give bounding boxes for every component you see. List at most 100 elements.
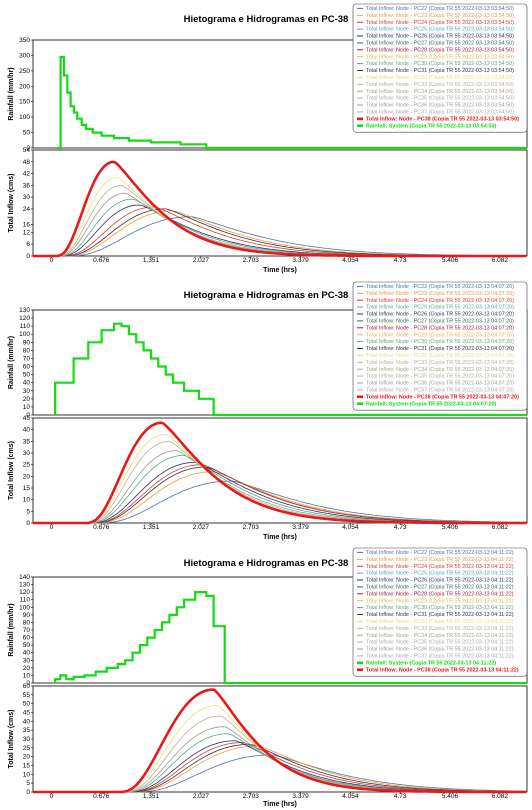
legend-entry: Total Inflow: Node - PC31 (Copia TR 55 2… <box>366 346 514 352</box>
legend-entry: Total Inflow: Node - PC25 (Copia TR 55 2… <box>366 27 514 33</box>
xtick-label: 2.027 <box>193 793 210 800</box>
legend-entry: Total Inflow: Node - PC38 (Copia TR 55 2… <box>366 394 519 400</box>
xtick-label: 2.027 <box>193 257 210 264</box>
rainfall-ytick-label: 200 <box>19 83 30 90</box>
legend-entry: Total Inflow: Node - PC24 (Copia TR 55 2… <box>366 20 514 26</box>
rainfall-ytick-label: 50 <box>23 642 31 649</box>
inflow-plot-area <box>32 685 528 793</box>
legend-entry: Total Inflow: Node - PC29 (Copia TR 55 2… <box>366 54 514 60</box>
xtick-label: 0.676 <box>93 793 110 800</box>
inflow-ytick-label: 30 <box>23 450 31 457</box>
legend-entry: Total Inflow: Node - PC23 (Copia TR 55 2… <box>366 557 514 563</box>
legend-entry: Total Inflow: Node - PC30 (Copia TR 55 2… <box>366 61 514 67</box>
legend-entry: Total Inflow: Node - PC34 (Copia TR 55 2… <box>366 367 514 373</box>
xtick-label: 6.082 <box>492 524 509 531</box>
legend-entry: Total Inflow: Node - PC38 (Copia TR 55 2… <box>366 116 519 122</box>
inflow-ytick-label: 15 <box>23 485 31 492</box>
legend-entry: Total Inflow: Node - PC37 (Copia TR 55 2… <box>366 388 514 394</box>
rainfall-ytick-label: 60 <box>23 364 31 371</box>
rainfall-ytick-label: 0 <box>26 412 30 419</box>
rainfall-axis-label: Rainfall (mm/hr) <box>8 603 15 656</box>
rainfall-ytick-label: 60 <box>23 635 31 642</box>
legend-entry: Total Inflow: Node - PC32 (Copia TR 55 2… <box>366 619 514 625</box>
inflow-ytick-label: 54 <box>23 147 31 154</box>
xtick-label: 0 <box>50 524 54 531</box>
xtick-label: 5.406 <box>442 793 459 800</box>
legend-entry: Total Inflow: Node - PC26 (Copia TR 55 2… <box>366 578 514 584</box>
rainfall-ytick-label: 100 <box>19 114 30 121</box>
legend: Total Inflow: Node - PC22 (Copia TR 55 2… <box>352 3 528 133</box>
rainfall-ytick-label: 70 <box>23 355 31 362</box>
xtick-label: 0 <box>50 257 54 264</box>
inflow-ytick-label: 35 <box>23 438 31 445</box>
xtick-label: 4.73 <box>394 793 407 800</box>
xtick-label: 4.73 <box>394 524 407 531</box>
chart-2: Hietograma e Hidrogramas en PC-380102030… <box>8 281 528 541</box>
legend-entry: Rainfall: System (Copia TR 55 2022-03-13… <box>366 401 497 407</box>
rainfall-axis-label: Rainfall (mm/hr) <box>8 67 15 120</box>
xtick-label: 0.676 <box>93 524 110 531</box>
legend-entry: Total Inflow: Node - PC27 (Copia TR 55 2… <box>366 319 514 325</box>
chart-3: Hietograma e Hidrogramas en PC-380102030… <box>8 547 528 808</box>
legend-entry: Total Inflow: Node - PC33 (Copia TR 55 2… <box>366 82 514 88</box>
rainfall-ytick-label: 20 <box>23 665 31 672</box>
legend-entry: Total Inflow: Node - PC29 (Copia TR 55 2… <box>366 332 514 338</box>
legend-entry: Total Inflow: Node - PC24 (Copia TR 55 2… <box>366 298 514 304</box>
rainfall-ytick-label: 0 <box>26 145 30 152</box>
inflow-ytick-label: 45 <box>23 415 31 422</box>
rainfall-series-line <box>53 322 527 417</box>
xtick-label: 4.054 <box>342 793 359 800</box>
legend-entry: Total Inflow: Node - PC26 (Copia TR 55 2… <box>366 312 514 318</box>
inflow-plot-area <box>32 417 528 524</box>
legend-entry: Total Inflow: Node - PC22 (Copia TR 55 2… <box>366 550 514 556</box>
rainfall-ytick-label: 50 <box>23 130 31 137</box>
inflow-ytick-label: 35 <box>23 727 31 734</box>
xtick-label: 4.054 <box>342 257 359 264</box>
rainfall-ytick-label: 40 <box>23 650 31 657</box>
chart-title: Hietograma e Hidrogramas en PC-38 <box>184 290 349 301</box>
rainfall-ytick-label: 350 <box>19 37 30 44</box>
rainfall-series-line <box>53 590 527 685</box>
inflow-axis-label: Total Inflow (cms) <box>8 441 15 500</box>
hydrograph-line <box>33 688 527 794</box>
xtick-label: 1.351 <box>143 257 160 264</box>
rainfall-ytick-label: 110 <box>20 597 31 604</box>
xtick-label: 2.027 <box>193 524 210 531</box>
inflow-ytick-label: 40 <box>23 427 31 434</box>
legend-entry: Total Inflow: Node - PC34 (Copia TR 55 2… <box>366 89 514 95</box>
hydrograph-line <box>33 160 527 258</box>
rainfall-ytick-label: 40 <box>23 380 31 387</box>
hydrograph-line <box>33 421 527 525</box>
xtick-label: 6.082 <box>492 257 509 264</box>
inflow-axis-label: Total Inflow (cms) <box>8 710 15 769</box>
x-axis-label: Time (hrs) <box>263 801 297 808</box>
legend-entry: Total Inflow: Node - PC28 (Copia TR 55 2… <box>366 325 514 331</box>
xtick-label: 2.703 <box>243 257 260 264</box>
rainfall-ytick-label: 90 <box>23 339 31 346</box>
legend-entry: Total Inflow: Node - PC33 (Copia TR 55 2… <box>366 626 514 632</box>
legend-entry: Total Inflow: Node - PC35 (Copia TR 55 2… <box>366 374 514 380</box>
rainfall-ytick-label: 100 <box>19 604 30 611</box>
rainfall-ytick-label: 150 <box>19 99 30 106</box>
inflow-ytick-label: 40 <box>23 718 31 725</box>
inflow-ytick-label: 42 <box>23 171 31 178</box>
legend-entry: Total Inflow: Node - PC35 (Copia TR 55 2… <box>366 96 514 102</box>
rainfall-ytick-label: 10 <box>23 404 31 411</box>
xtick-label: 4.054 <box>342 524 359 531</box>
chart-title: Hietograma e Hidrogramas en PC-38 <box>184 14 349 25</box>
rainfall-ytick-label: 20 <box>23 396 31 403</box>
xtick-label: 1.351 <box>143 524 160 531</box>
xtick-label: 3.379 <box>292 257 309 264</box>
rainfall-ytick-label: 30 <box>23 388 31 395</box>
legend-box <box>352 547 528 677</box>
inflow-axis-label: Total Inflow (cms) <box>8 174 15 233</box>
inflow-ytick-label: 0 <box>26 253 30 260</box>
rainfall-ytick-label: 70 <box>23 627 31 634</box>
legend-entry: Total Inflow: Node - PC32 (Copia TR 55 2… <box>366 353 514 359</box>
rainfall-axis-label: Rainfall (mm/hr) <box>8 336 15 389</box>
rainfall-ytick-label: 110 <box>20 323 31 330</box>
legend-entry: Rainfall: System (Copia TR 55 2022-03-13… <box>366 660 496 666</box>
inflow-ytick-label: 55 <box>23 692 31 699</box>
inflow-ytick-label: 25 <box>23 462 31 469</box>
